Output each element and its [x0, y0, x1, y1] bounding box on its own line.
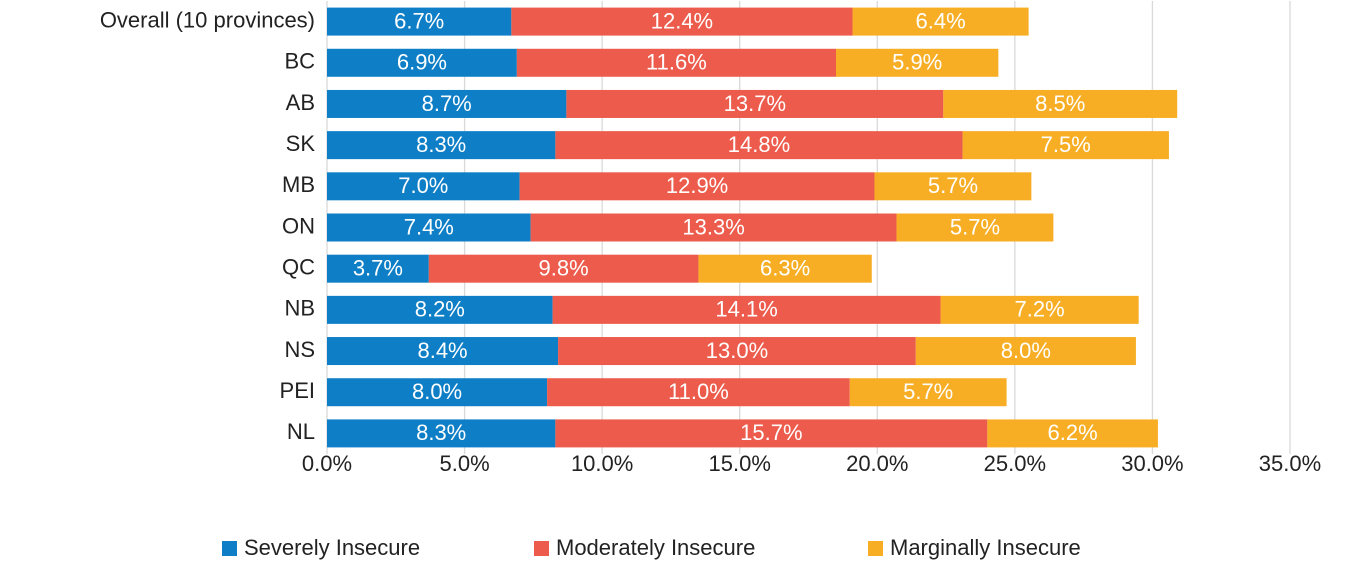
value-label: 5.7%: [950, 214, 1000, 239]
bar-segment: [558, 337, 916, 366]
legend-swatch: [222, 541, 237, 556]
bar-segment: [327, 337, 559, 366]
value-label: 12.4%: [651, 8, 713, 33]
value-label: 8.3%: [416, 132, 466, 157]
x-tick-label: 15.0%: [709, 451, 771, 476]
y-tick-label: MB: [282, 172, 315, 197]
value-label: 6.7%: [394, 8, 444, 33]
value-label: 5.9%: [892, 50, 942, 75]
value-label: 12.9%: [666, 173, 728, 198]
legend-swatch: [534, 541, 549, 556]
value-label: 14.8%: [728, 132, 790, 157]
legend-label: Severely Insecure: [244, 535, 420, 560]
value-label: 9.8%: [539, 255, 589, 280]
bar-segment: [327, 419, 556, 448]
bar-segment: [987, 419, 1158, 448]
y-tick-label: SK: [286, 131, 316, 156]
y-tick-label: BC: [284, 49, 315, 74]
bar-segment: [519, 172, 875, 201]
value-label: 8.7%: [422, 91, 472, 116]
bar-segment: [852, 7, 1029, 36]
bar-segment: [896, 213, 1054, 242]
value-label: 3.7%: [353, 255, 403, 280]
y-tick-label: PEI: [280, 378, 315, 403]
bar-segment: [555, 131, 963, 160]
bar-segment: [327, 48, 517, 77]
bar-segment: [962, 131, 1169, 160]
value-label: 6.9%: [397, 50, 447, 75]
value-label: 8.2%: [415, 297, 465, 322]
bar-segment: [552, 295, 941, 324]
bar-segment: [874, 172, 1032, 201]
value-label: 13.0%: [706, 338, 768, 363]
value-label: 7.0%: [398, 173, 448, 198]
value-label: 11.6%: [646, 50, 707, 75]
bar-segment: [327, 89, 567, 118]
value-label: 5.7%: [903, 379, 953, 404]
y-tick-label: NL: [287, 419, 315, 444]
bar-segment: [943, 89, 1178, 118]
legend-label: Moderately Insecure: [556, 535, 755, 560]
value-label: 6.3%: [760, 255, 810, 280]
value-label: 6.4%: [915, 8, 965, 33]
bar-segment: [511, 7, 853, 36]
bar-segment: [327, 172, 520, 201]
value-label: 7.4%: [404, 214, 454, 239]
bar-segment: [327, 131, 556, 160]
x-tick-label: 30.0%: [1121, 451, 1183, 476]
value-label: 8.3%: [416, 420, 466, 445]
x-tick-label: 0.0%: [302, 451, 352, 476]
bar-segment: [327, 213, 531, 242]
bar-segment: [327, 378, 548, 407]
y-tick-label: NS: [284, 337, 315, 362]
bar-segment: [547, 378, 850, 407]
legend-swatch: [868, 541, 883, 556]
x-tick-label: 5.0%: [439, 451, 489, 476]
bar-segment: [555, 419, 988, 448]
bar-segment: [327, 7, 512, 36]
x-tick-label: 35.0%: [1259, 451, 1321, 476]
bar-segment: [566, 89, 944, 118]
y-tick-label: AB: [286, 90, 315, 115]
value-label: 13.7%: [724, 91, 786, 116]
value-label: 8.0%: [412, 379, 462, 404]
value-label: 7.2%: [1015, 297, 1065, 322]
value-label: 5.7%: [928, 173, 978, 198]
bar-segment: [516, 48, 837, 77]
bar-segment: [530, 213, 897, 242]
bar-segment: [915, 337, 1136, 366]
y-tick-label: QC: [282, 254, 315, 279]
value-label: 11.0%: [668, 379, 729, 404]
value-label: 7.5%: [1041, 132, 1091, 157]
bar-segment: [836, 48, 999, 77]
value-label: 8.5%: [1035, 91, 1085, 116]
value-label: 13.3%: [682, 214, 744, 239]
y-tick-label: Overall (10 provinces): [100, 7, 315, 32]
bar-segment: [327, 295, 553, 324]
value-label: 8.0%: [1001, 338, 1051, 363]
legend-label: Marginally Insecure: [890, 535, 1081, 560]
value-label: 15.7%: [740, 420, 802, 445]
value-label: 6.2%: [1048, 420, 1098, 445]
y-tick-label: ON: [282, 213, 315, 238]
x-tick-label: 10.0%: [571, 451, 633, 476]
x-tick-label: 20.0%: [846, 451, 908, 476]
value-label: 8.4%: [417, 338, 467, 363]
y-tick-label: NB: [284, 296, 315, 321]
value-label: 14.1%: [715, 297, 777, 322]
x-tick-label: 25.0%: [984, 451, 1046, 476]
bar-segment: [428, 254, 699, 283]
bar-segment: [698, 254, 872, 283]
bar-segment: [940, 295, 1139, 324]
bar-segment: [849, 378, 1007, 407]
bar-segment: [327, 254, 429, 283]
